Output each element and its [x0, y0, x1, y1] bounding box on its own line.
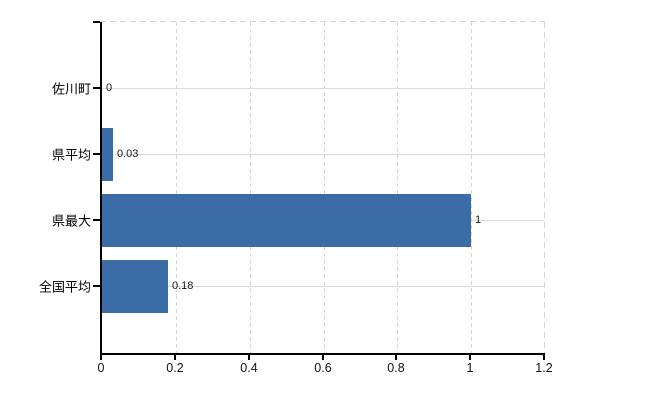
x-tick-mark: [174, 355, 176, 360]
category-tick-mark: [93, 285, 100, 287]
x-axis-line: [100, 353, 545, 355]
h-gridline: [102, 154, 545, 155]
x-tick-mark: [469, 355, 471, 360]
y-axis-line: [100, 22, 102, 355]
bar-value-label: 0.18: [172, 280, 194, 292]
v-gridline: [323, 22, 325, 353]
x-tick-label: 0.4: [240, 361, 258, 375]
category-label: 佐川町: [51, 81, 91, 97]
h-gridline: [102, 88, 545, 89]
plot-border-top: [100, 21, 545, 22]
bar: [102, 128, 113, 181]
x-tick-mark: [248, 355, 250, 360]
x-tick-mark: [322, 355, 324, 360]
x-tick-label: 0.2: [166, 361, 184, 375]
bar: [102, 194, 471, 247]
bar-value-label: 0.03: [117, 148, 139, 160]
h-gridline: [102, 286, 545, 287]
bar: [102, 260, 168, 313]
x-tick-mark: [395, 355, 397, 360]
category-tick-mark: [93, 87, 100, 89]
plot-area: 0 0.03 1 0.18: [102, 22, 545, 353]
x-tick-mark: [100, 355, 102, 360]
category-label: 県最大: [51, 213, 91, 229]
x-tick-mark: [543, 355, 545, 360]
v-gridline: [396, 22, 398, 353]
bar-value-label: 0: [106, 82, 113, 94]
x-tick-label: 0: [97, 361, 105, 375]
bar-value-label: 1: [475, 214, 482, 226]
x-tick-label: 1.2: [535, 361, 553, 375]
x-tick-label: 1: [466, 361, 474, 375]
v-gridline: [249, 22, 251, 353]
v-gridline: [470, 22, 472, 353]
v-gridline: [175, 22, 177, 353]
category-label: 全国平均: [38, 279, 91, 295]
category-label: 県平均: [51, 147, 91, 163]
x-tick-label: 0.6: [314, 361, 332, 375]
x-tick-label: 0.8: [387, 361, 405, 375]
y-axis-top-tick: [93, 21, 100, 23]
category-tick-mark: [93, 219, 100, 221]
category-tick-mark: [93, 153, 100, 155]
plot-border-right: [544, 22, 545, 353]
